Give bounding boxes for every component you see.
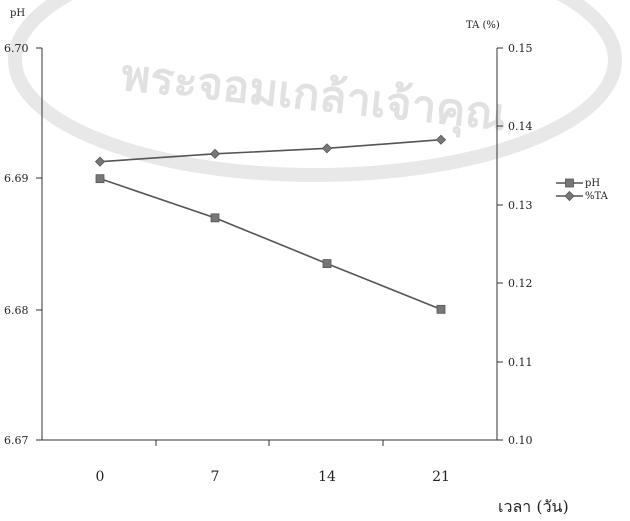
right-tick-label-011: 0.11 bbox=[508, 356, 533, 369]
right-y-axis-title: TA (%) bbox=[466, 20, 500, 31]
right-tick-label-013: 0.13 bbox=[508, 199, 533, 212]
data-point-ph-3 bbox=[436, 304, 446, 314]
series-line-pct-ta bbox=[99, 138, 442, 163]
x-tick-label-0: 0 bbox=[96, 469, 105, 485]
x-ticks: 0 7 14 21 bbox=[96, 440, 450, 485]
right-tick-label-012: 0.12 bbox=[508, 277, 533, 290]
data-point-ph-0 bbox=[95, 174, 105, 184]
data-point-pct-ta-1 bbox=[209, 148, 221, 159]
data-point-ph-2 bbox=[322, 259, 332, 269]
watermark-seal-outer bbox=[8, 0, 622, 182]
right-tick-label-015: 0.15 bbox=[508, 42, 533, 55]
right-tick-label-010: 0.10 bbox=[508, 434, 533, 447]
legend: pH %TA bbox=[556, 178, 609, 202]
legend-ta-label: %TA bbox=[585, 191, 609, 202]
x-tick-label-7: 7 bbox=[211, 469, 220, 485]
data-point-ph-1 bbox=[210, 213, 220, 223]
right-y-ticks: 0.15 0.14 0.13 0.12 0.11 0.10 bbox=[497, 42, 533, 447]
left-y-axis-title: pH bbox=[10, 8, 25, 19]
left-y-ticks: 6.70 6.69 6.68 6.67 bbox=[4, 42, 42, 447]
left-tick-label-668: 6.68 bbox=[4, 304, 29, 317]
left-tick-label-670: 6.70 bbox=[4, 42, 29, 55]
watermark-text: พระจอมเกล้าเจ้าคุณ bbox=[119, 50, 509, 143]
legend-ph-marker bbox=[565, 178, 574, 188]
right-tick-label-014: 0.14 bbox=[508, 120, 533, 133]
x-axis-title: เวลา (วัน) bbox=[498, 497, 569, 516]
x-tick-label-14: 14 bbox=[318, 469, 336, 485]
x-tick-label-21: 21 bbox=[432, 469, 450, 485]
data-point-pct-ta-0 bbox=[94, 156, 106, 167]
legend-ta-marker bbox=[564, 190, 575, 202]
series-layer bbox=[94, 134, 447, 314]
series-line-ph bbox=[99, 177, 442, 311]
legend-ph-label: pH bbox=[585, 178, 600, 189]
left-tick-label-669: 6.69 bbox=[4, 172, 29, 185]
data-point-pct-ta-2 bbox=[321, 143, 333, 154]
data-point-pct-ta-3 bbox=[435, 134, 447, 145]
left-tick-label-667: 6.67 bbox=[4, 434, 29, 447]
